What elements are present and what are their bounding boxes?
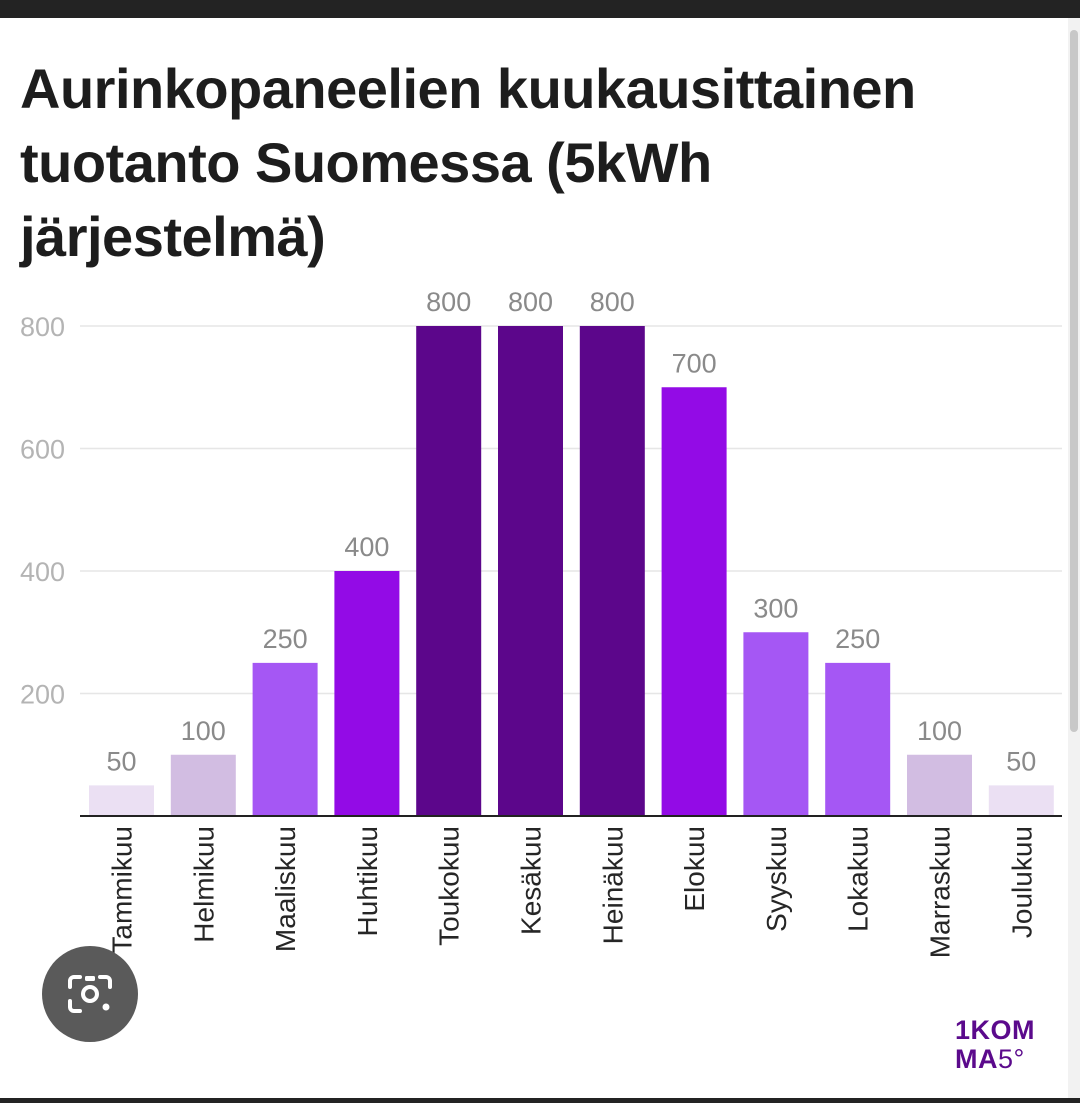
value-label: 300 [753,593,798,623]
category-label: Kesäkuu [516,826,547,935]
category-label: Syyskuu [761,826,792,932]
logo-line-2-thin: 5° [998,1044,1025,1074]
value-label: 50 [1006,746,1036,776]
value-label: 250 [835,624,880,654]
bar [907,754,972,816]
bar-chart: 200 400 600 800 50 Tammikuu 100 Helmikuu 250 Maal… [20,287,1062,958]
bar [988,785,1054,816]
category-label: Elokuu [679,826,710,912]
y-tick-label: 800 [20,312,65,342]
bar [89,785,154,816]
bar [825,662,891,816]
y-tick-label: 200 [20,680,65,710]
category-label: Helmikuu [188,826,219,943]
value-label: 800 [426,287,471,317]
chart-title: Aurinkopaneelien kuukausittainen tuotant… [20,57,916,268]
scrollbar-thumb[interactable] [1070,30,1078,732]
chart-card: Aurinkopaneelien kuukausittainen tuotant… [0,18,1068,1098]
value-label: 100 [917,716,962,746]
bar [252,662,318,816]
value-label: 800 [508,287,553,317]
lens-search-button[interactable] [42,946,138,1042]
category-label: Tammikuu [107,826,138,954]
bar [743,632,809,816]
category-label: Marraskuu [925,826,956,958]
logo-line-2: MA5° [955,1045,1065,1074]
value-label: 100 [181,716,226,746]
logo-line-2-bold: MA [955,1044,998,1074]
category-label: Toukokuu [434,826,465,946]
value-label: 800 [590,287,635,317]
value-label: 250 [263,624,308,654]
category-label: Heinäkuu [597,826,628,944]
category-label: Lokakuu [843,826,874,932]
bar [579,326,645,816]
bar [498,326,563,816]
bar [661,387,727,816]
logo-line-1: 1KOM [955,1015,1036,1045]
value-label: 700 [672,348,717,378]
category-label: Huhtikuu [352,826,383,937]
category-label: Joulukuu [1006,826,1037,938]
bar [416,326,482,816]
camera-search-icon [68,975,112,1013]
brand-logo: 1KOM MA5° [955,1016,1065,1074]
category-label: Maaliskuu [270,826,301,952]
value-label: 50 [106,746,136,776]
bar [334,571,400,816]
y-tick-label: 400 [20,557,65,587]
bar [170,754,236,816]
value-label: 400 [344,532,389,562]
y-tick-label: 600 [20,435,65,465]
